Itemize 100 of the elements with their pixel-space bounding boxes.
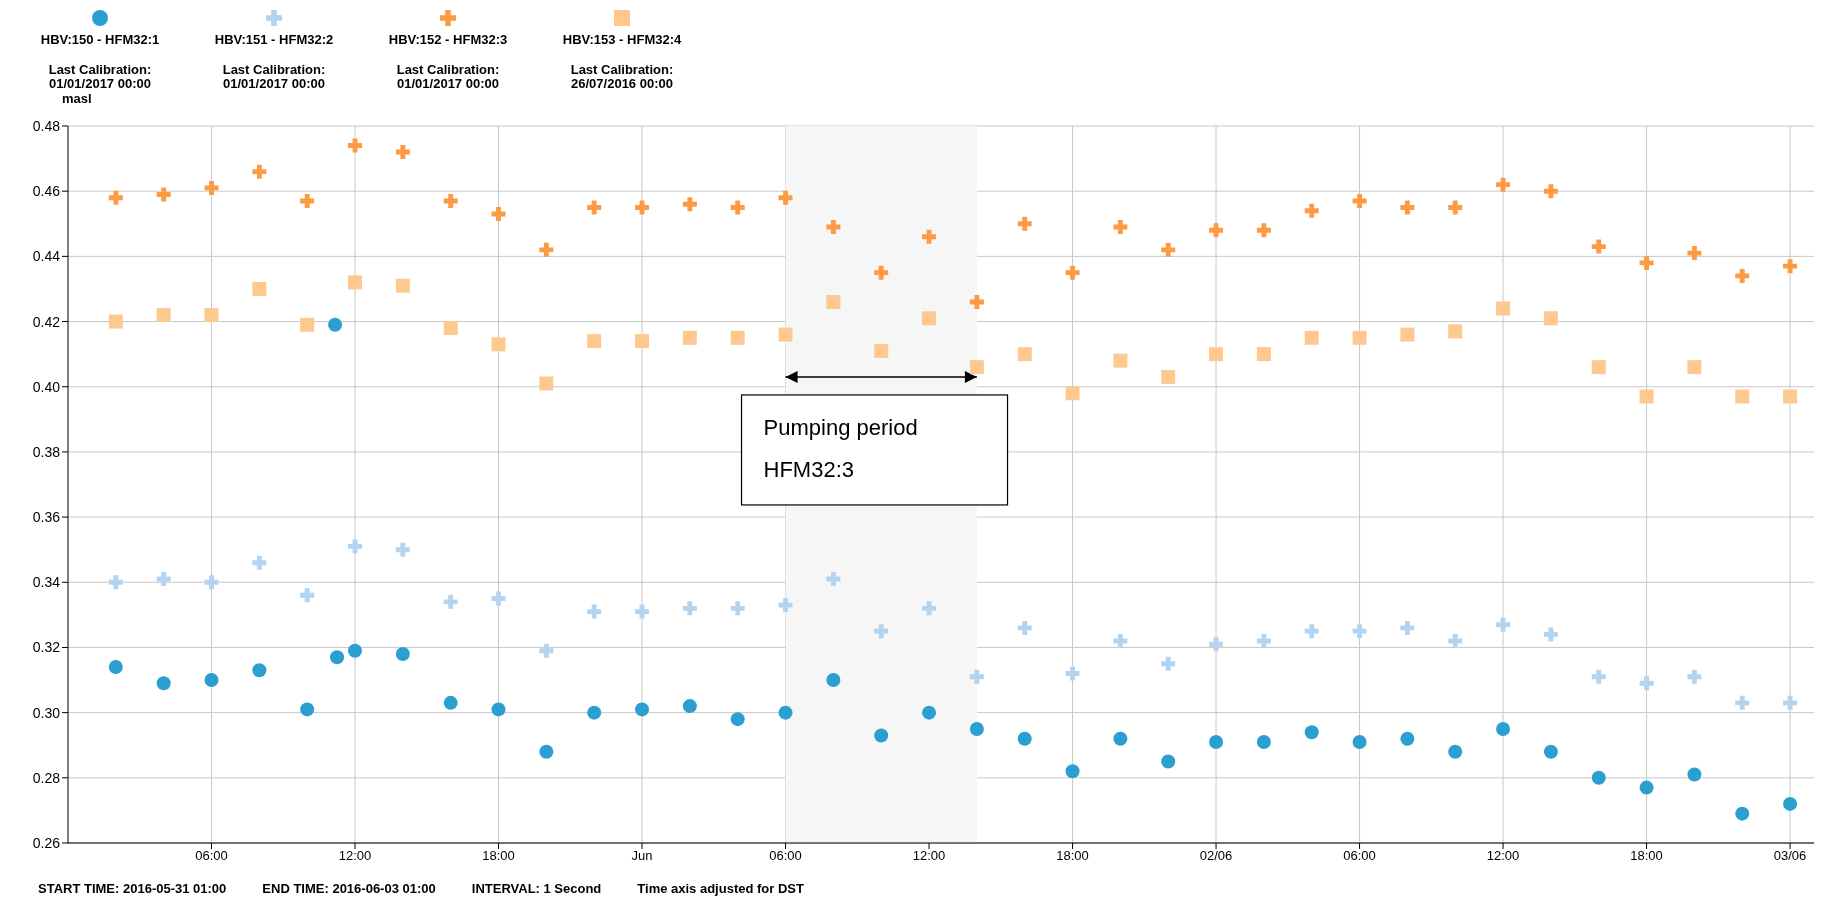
y-axis-title: masl <box>62 91 92 106</box>
point <box>826 294 841 309</box>
point <box>1254 220 1274 240</box>
point <box>1302 201 1322 221</box>
point <box>1110 631 1130 651</box>
point <box>491 702 506 717</box>
point <box>1017 347 1032 362</box>
point <box>393 142 413 162</box>
point <box>536 641 556 661</box>
x-tick-label: 12:00 <box>912 848 946 864</box>
point <box>1110 217 1130 237</box>
point <box>489 589 508 609</box>
x-tick-label: 12:00 <box>1486 848 1520 864</box>
text: Last Calibration: 26/07/2016 00:00 <box>569 62 675 91</box>
point <box>300 702 315 717</box>
point <box>1684 243 1704 263</box>
point <box>778 705 793 720</box>
point <box>1397 198 1417 217</box>
text: Last Calibration: 01/01/2017 00:00 <box>221 62 327 91</box>
point <box>443 695 458 710</box>
point <box>1496 301 1511 316</box>
point <box>728 198 748 217</box>
point <box>252 663 267 678</box>
point <box>539 744 554 759</box>
point <box>584 198 604 217</box>
point <box>1161 754 1176 769</box>
legend-label: HBV:153 - HFM32:4 <box>561 32 683 47</box>
point <box>345 136 365 155</box>
point <box>1063 263 1082 283</box>
point <box>1209 734 1224 749</box>
point <box>443 321 458 336</box>
point <box>441 191 461 211</box>
point <box>969 360 984 375</box>
point <box>202 178 221 198</box>
point <box>1591 770 1606 785</box>
point <box>108 314 123 329</box>
point <box>1541 181 1561 201</box>
point <box>967 292 987 312</box>
point <box>1350 191 1370 211</box>
point <box>584 602 604 622</box>
point <box>776 188 795 208</box>
point <box>1591 360 1606 375</box>
point <box>1783 796 1798 811</box>
point <box>1206 220 1226 240</box>
point <box>730 330 745 345</box>
text: Time axis adjusted for DST <box>637 881 804 896</box>
point <box>776 595 795 615</box>
point <box>1780 693 1800 713</box>
x-tick-label: 03/06 <box>1773 848 1807 864</box>
point <box>632 198 652 217</box>
point <box>489 204 508 224</box>
y-tick-label: 0.48 <box>32 117 61 134</box>
point <box>1543 311 1558 326</box>
point <box>252 281 267 296</box>
point <box>1732 693 1752 713</box>
point <box>922 311 937 326</box>
point <box>1065 764 1080 779</box>
point <box>1158 654 1178 674</box>
point <box>680 194 700 214</box>
point <box>300 317 315 332</box>
y-tick-label: 0.32 <box>32 639 61 656</box>
point <box>330 650 345 665</box>
point <box>823 217 843 237</box>
point <box>1400 327 1415 342</box>
point <box>108 660 123 675</box>
point <box>297 585 317 605</box>
point <box>297 191 317 211</box>
point <box>967 667 987 687</box>
point <box>1015 618 1035 638</box>
point <box>1065 386 1080 401</box>
point <box>1735 389 1750 404</box>
point <box>441 592 461 612</box>
point <box>1445 198 1465 217</box>
point <box>491 337 506 352</box>
point <box>632 602 652 622</box>
point <box>874 343 889 358</box>
point <box>1063 664 1082 683</box>
point <box>1113 353 1128 368</box>
point <box>204 673 219 688</box>
point <box>106 572 126 592</box>
point <box>348 643 363 658</box>
point <box>1637 253 1657 273</box>
x-tick-label: 06:00 <box>1343 848 1376 864</box>
y-tick-label: 0.30 <box>32 704 61 721</box>
legend-label: HBV:152 - HFM32:3 <box>387 32 509 47</box>
point <box>106 188 126 208</box>
point <box>1352 330 1367 345</box>
y-tick-label: 0.34 <box>32 574 61 591</box>
point <box>728 598 748 618</box>
x-tick-label: 18:00 <box>1630 848 1663 864</box>
point <box>1637 673 1657 693</box>
point <box>156 308 171 323</box>
point <box>1639 389 1654 404</box>
point <box>1493 615 1513 635</box>
y-tick-label: 0.42 <box>32 313 61 330</box>
point <box>395 278 410 293</box>
x-tick-label: 18:00 <box>1056 848 1089 864</box>
point <box>871 621 891 641</box>
y-tick-label: 0.40 <box>32 378 61 395</box>
point <box>874 728 889 743</box>
